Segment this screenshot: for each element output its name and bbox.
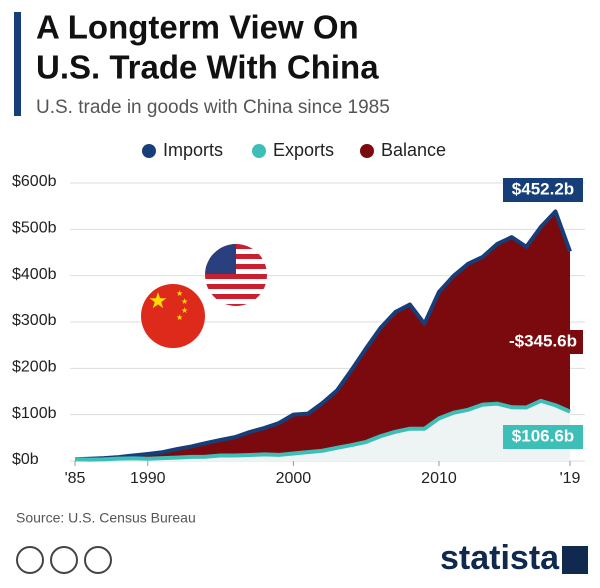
value-label-box: [503, 330, 583, 354]
legend-marker: [142, 144, 156, 158]
svg-text:★: ★: [181, 297, 188, 306]
y-tick-label: $0b: [12, 451, 39, 468]
brand-logo: [562, 546, 588, 574]
line: [74, 209, 572, 462]
svg-text:★: ★: [181, 306, 188, 315]
us-flag: [205, 244, 267, 306]
y-tick-label: $400b: [12, 266, 57, 283]
x-tick-label: 2010: [421, 470, 457, 487]
svg-text:★: ★: [176, 289, 183, 298]
value-label-box: [503, 178, 583, 202]
value-label: $452.2b: [512, 179, 574, 198]
legend-marker: [360, 144, 374, 158]
balance-area: [75, 211, 570, 460]
line: [74, 398, 571, 462]
legend-label: Imports: [163, 140, 223, 160]
x-tick-label: '19: [560, 470, 581, 487]
x-tick-label: 1990: [130, 470, 166, 487]
y-tick-label: $100b: [12, 405, 57, 422]
value-label: -$345.6b: [509, 331, 577, 350]
brand: statista: [440, 539, 560, 577]
value-label: $106.6b: [512, 426, 574, 445]
source: Source: U.S. Census Bureau: [16, 510, 196, 526]
chart-title: A Longterm View On: [36, 9, 359, 46]
chart-subtitle: U.S. trade in goods with China since 198…: [36, 97, 390, 118]
y-tick-label: $200b: [12, 359, 57, 376]
y-tick-label: $500b: [12, 220, 57, 237]
plot: $0b $100b $200b $300b $400b $500b $600b '85 1990…: [12, 140, 585, 487]
x-tick-label: 2000: [276, 470, 312, 487]
china-flag: ★ ★ ★ ★ ★: [141, 284, 205, 348]
chart-title: U.S. Trade With China: [36, 49, 379, 86]
license-icons: [16, 546, 112, 574]
svg-text:★: ★: [176, 313, 183, 322]
y-tick-label: $600b: [12, 173, 57, 190]
title-bar: [14, 12, 21, 116]
y-tick-label: $300b: [12, 312, 57, 329]
x-tick-label: '85: [65, 470, 86, 487]
svg-text:★: ★: [148, 288, 168, 313]
legend-label: Exports: [273, 140, 334, 160]
legend-marker: [252, 144, 266, 158]
value-label-box: [503, 425, 583, 449]
legend-label: Balance: [381, 140, 446, 160]
